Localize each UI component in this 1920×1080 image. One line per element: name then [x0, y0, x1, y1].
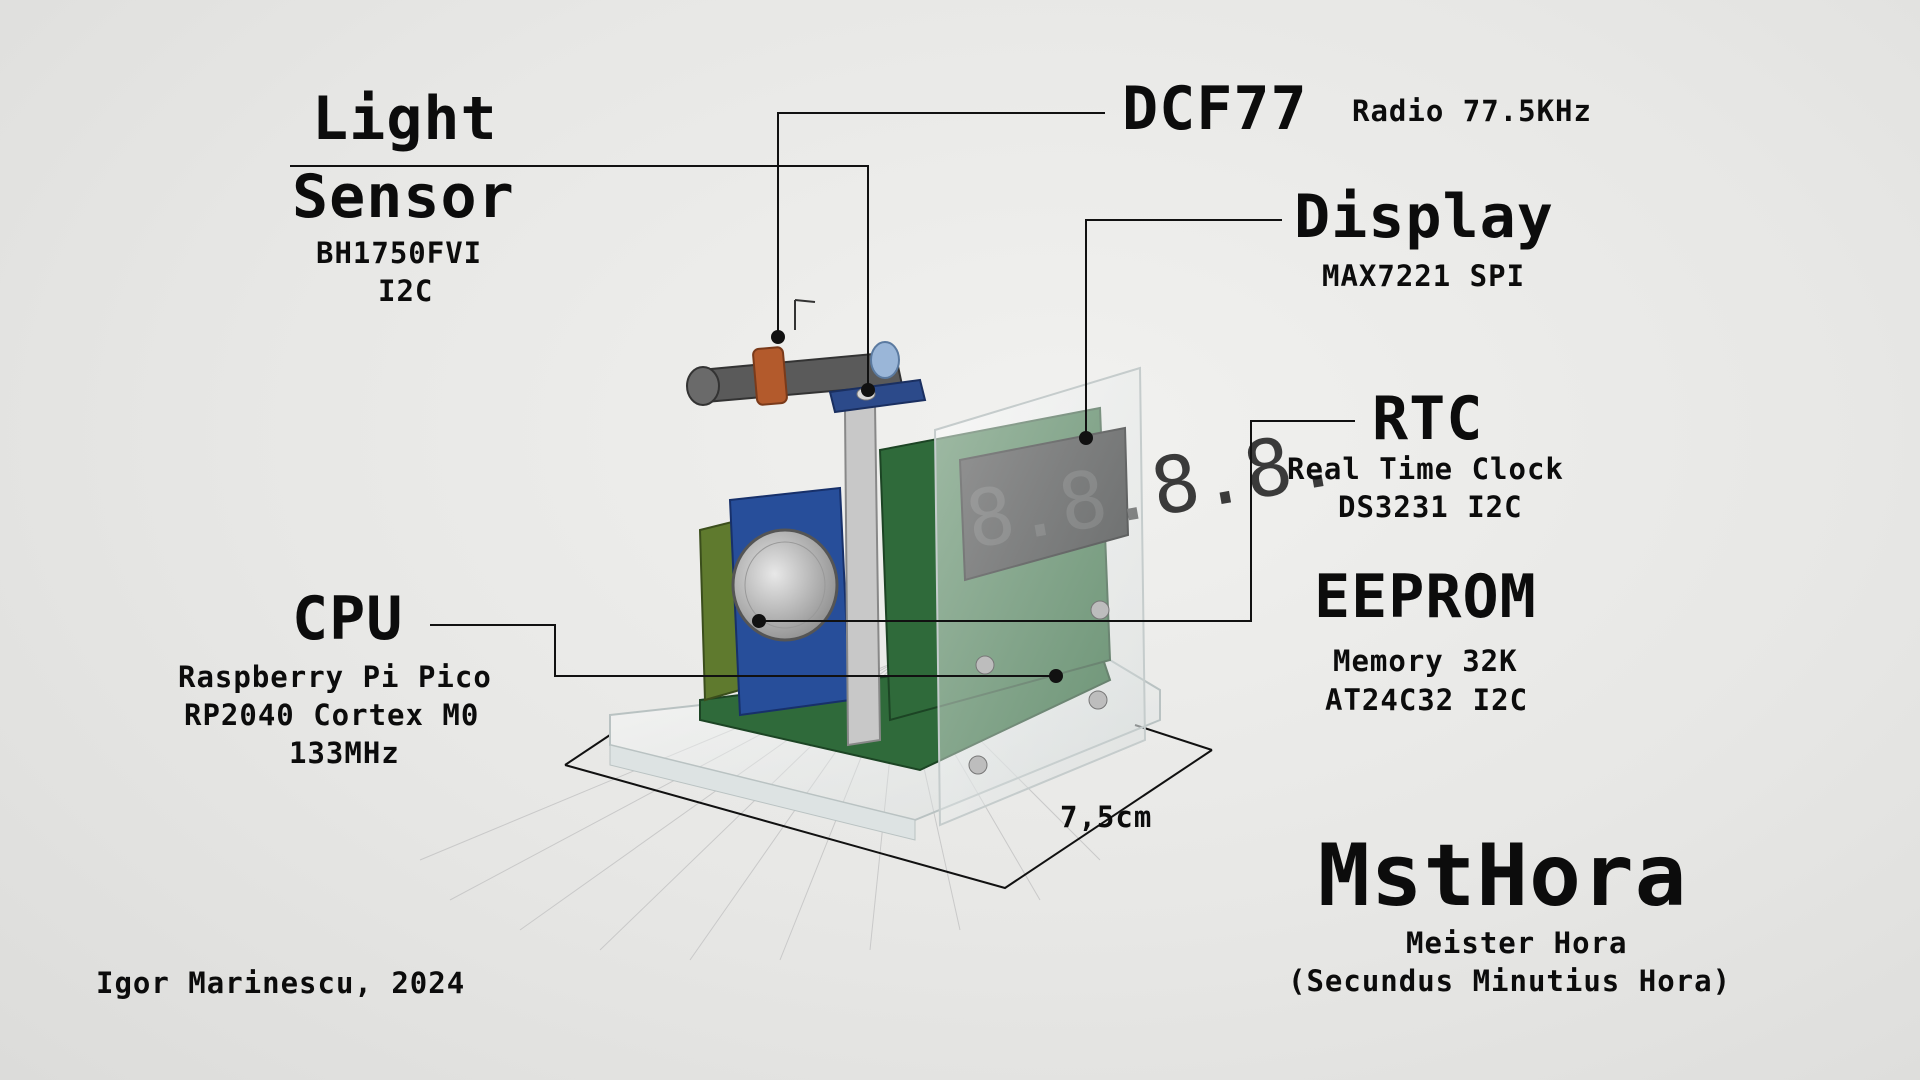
light-sensor-title-2: Sensor [292, 162, 515, 232]
product-name: MstHora [1318, 826, 1688, 926]
leader-dots [752, 330, 1093, 683]
cpu-clock: 133MHz [289, 736, 400, 770]
dimension-outline [564, 749, 1213, 890]
rtc-description: Real Time Clock [1287, 452, 1564, 486]
eeprom-size: Memory 32K [1333, 644, 1518, 678]
product-subtitle-2: (Secundus Minutius Hora) [1288, 964, 1732, 998]
display-driver: MAX7221 SPI [1322, 259, 1526, 293]
cpu-board: Raspberry Pi Pico [178, 660, 492, 694]
light-sensor-model: BH1750FVI [316, 236, 483, 270]
light-sensor-board [828, 378, 927, 414]
light-sensor-bus: I2C [378, 274, 434, 308]
eeprom-model: AT24C32 I2C [1325, 683, 1529, 717]
dimension-label: 7,5cm [1060, 800, 1153, 834]
dcf77-frequency: Radio 77.5KHz [1352, 94, 1592, 128]
author-credit: Igor Marinescu, 2024 [96, 966, 466, 1000]
coin-battery [731, 528, 839, 642]
cpu-chip: RP2040 Cortex M0 [184, 698, 480, 732]
dcf77-antenna [686, 341, 904, 406]
light-sensor-title-1: Light [312, 84, 498, 154]
product-subtitle-1: Meister Hora [1406, 926, 1628, 960]
leader-lines [290, 112, 1355, 677]
dcf77-title: DCF77 [1122, 74, 1308, 144]
eeprom-title: EEPROM [1314, 562, 1537, 632]
display-title: Display [1294, 182, 1554, 252]
standoff [843, 403, 882, 747]
front-acrylic-plate [933, 366, 1147, 827]
rtc-model: DS3231 I2C [1338, 490, 1523, 524]
rtc-title: RTC [1372, 384, 1484, 454]
cpu-title: CPU [292, 584, 404, 654]
